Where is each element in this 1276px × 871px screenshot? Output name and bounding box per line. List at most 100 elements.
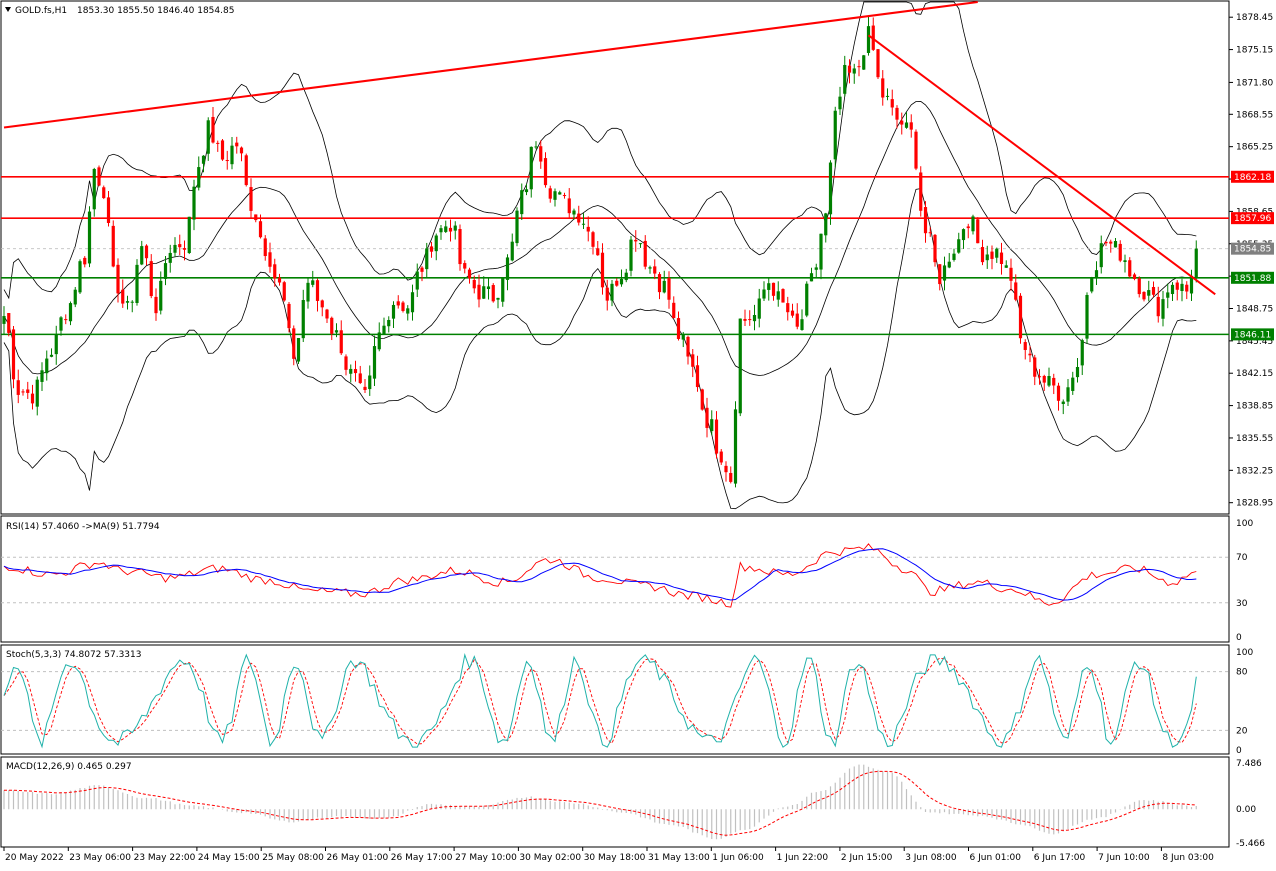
- macd-axis-label: 7.486: [1236, 759, 1262, 769]
- candle-body: [73, 289, 77, 305]
- candle-body: [49, 354, 54, 357]
- price-tag-box: [1231, 170, 1274, 183]
- time-axis-label: 25 May 08:00: [262, 853, 324, 863]
- price-axis-label: 1838.85: [1236, 402, 1273, 412]
- candle-body: [976, 219, 980, 244]
- candle-body: [695, 365, 700, 388]
- candle-body: [463, 263, 467, 269]
- candle-body: [577, 213, 581, 223]
- candle-body: [249, 187, 253, 211]
- macd-label: MACD(12,26,9) 0.465 0.297: [6, 762, 132, 772]
- macd-axis-label: 0.00: [1236, 805, 1256, 815]
- lower-band-line: [3, 188, 1197, 510]
- candle-body: [1042, 375, 1046, 383]
- candle-body: [144, 245, 149, 259]
- candle-body: [396, 301, 400, 306]
- candle-body: [448, 227, 453, 232]
- candle-body: [140, 246, 144, 265]
- candle-body: [472, 279, 476, 289]
- candle-body: [942, 265, 947, 281]
- candle-body: [7, 313, 11, 333]
- candle-body: [548, 188, 552, 199]
- candle-body: [68, 303, 73, 322]
- price-tag-label: 1862.18: [1234, 173, 1271, 183]
- candle-body: [225, 160, 229, 162]
- main-price-panel: [0, 0, 1230, 515]
- candle-body: [201, 155, 206, 164]
- candle-body: [748, 319, 752, 321]
- candle-body: [686, 336, 690, 357]
- candle-body: [786, 303, 790, 313]
- price-axis-label: 1868.55: [1236, 110, 1273, 120]
- candle-body: [752, 314, 757, 322]
- candle-body: [444, 226, 448, 232]
- candle-body: [1047, 375, 1051, 386]
- candle-body: [1175, 282, 1179, 290]
- candle-body: [363, 386, 367, 391]
- candle-body: [1071, 377, 1075, 391]
- rsi-line: [3, 543, 1197, 608]
- candle-body: [1161, 299, 1165, 319]
- candle-body: [102, 187, 106, 199]
- candle-body: [505, 257, 510, 280]
- candle-body: [904, 122, 909, 128]
- time-axis-label: 2 Jun 15:00: [841, 853, 893, 863]
- candle-body: [691, 354, 695, 367]
- candle-body: [415, 271, 419, 290]
- candle-body: [885, 95, 890, 97]
- candle-body: [581, 223, 586, 225]
- candle-body: [553, 191, 557, 200]
- stoch-label: Stoch(5,3,3) 74.8072 57.3313: [6, 650, 141, 660]
- candle-body: [92, 169, 96, 210]
- candle-body: [387, 319, 391, 327]
- candle-body: [776, 291, 780, 300]
- candle-body: [591, 232, 595, 247]
- candle-body: [159, 280, 163, 311]
- candle-body: [1090, 277, 1094, 292]
- candle-body: [705, 407, 709, 428]
- rsi-axis-label: 0: [1236, 633, 1242, 643]
- collapse-triangle-icon[interactable]: [5, 7, 11, 12]
- candle-body: [828, 162, 833, 215]
- candle-body: [724, 465, 728, 473]
- rsi-axis-label: 70: [1236, 553, 1248, 563]
- candle-body: [757, 298, 761, 319]
- candle-body: [800, 319, 804, 330]
- candle-body: [87, 211, 92, 264]
- candle-body: [653, 266, 657, 274]
- price-tag-box: [1231, 242, 1274, 255]
- candle-body: [429, 246, 434, 252]
- candle-body: [1023, 342, 1027, 350]
- time-axis-label: 23 May 22:00: [134, 853, 196, 863]
- candle-body: [334, 330, 339, 333]
- candle-body: [434, 235, 438, 252]
- candle-body: [372, 346, 377, 379]
- candle-body: [1104, 241, 1108, 244]
- candle-body: [762, 289, 766, 299]
- candle-body: [862, 55, 866, 70]
- ohlc-readout: 1853.30 1855.50 1846.40 1854.85: [77, 6, 234, 16]
- candle-body: [467, 269, 472, 279]
- candle-body: [838, 96, 842, 110]
- candle-body: [349, 368, 353, 374]
- rsi-axis-label: 30: [1236, 599, 1248, 609]
- candle-body: [638, 243, 643, 245]
- candle-body: [192, 186, 196, 220]
- candle-body: [515, 210, 519, 244]
- candle-body: [629, 239, 633, 271]
- price-axis-label: 1875.15: [1236, 46, 1273, 56]
- candle-body: [605, 287, 609, 301]
- candle-body: [572, 210, 576, 215]
- candle-body: [971, 216, 975, 232]
- price-axis-label: 1871.80: [1236, 78, 1273, 88]
- candle-body: [957, 239, 961, 253]
- price-tag-label: 1846.11: [1234, 330, 1271, 340]
- candle-body: [866, 26, 871, 53]
- candle-body: [425, 248, 429, 270]
- candle-body: [809, 273, 814, 282]
- candle-body: [1004, 265, 1008, 268]
- macd-axis-label: -5.466: [1236, 839, 1265, 849]
- candle-body: [496, 297, 500, 300]
